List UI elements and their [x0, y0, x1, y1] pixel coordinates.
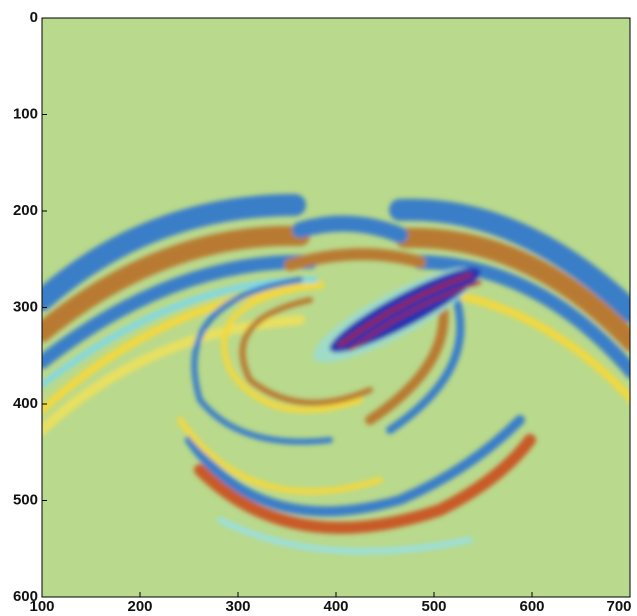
x-tick-label: 100 [29, 598, 54, 615]
x-tick-label: 300 [225, 598, 250, 615]
wavefield-image [42, 194, 630, 555]
x-tick-label: 200 [127, 598, 152, 615]
y-tick-label: 100 [13, 105, 38, 122]
y-tick-label: 600 [13, 588, 38, 605]
y-tick-label: 400 [13, 395, 38, 412]
x-tick-label: 400 [323, 598, 348, 615]
y-tick-label: 0 [30, 9, 38, 26]
x-tick-label: 600 [519, 598, 544, 615]
y-tick-label: 200 [13, 202, 38, 219]
x-tick-label: 700 [606, 598, 631, 615]
y-tick-label: 300 [13, 298, 38, 315]
x-tick-label: 500 [421, 598, 446, 615]
y-tick-label: 500 [13, 491, 38, 508]
